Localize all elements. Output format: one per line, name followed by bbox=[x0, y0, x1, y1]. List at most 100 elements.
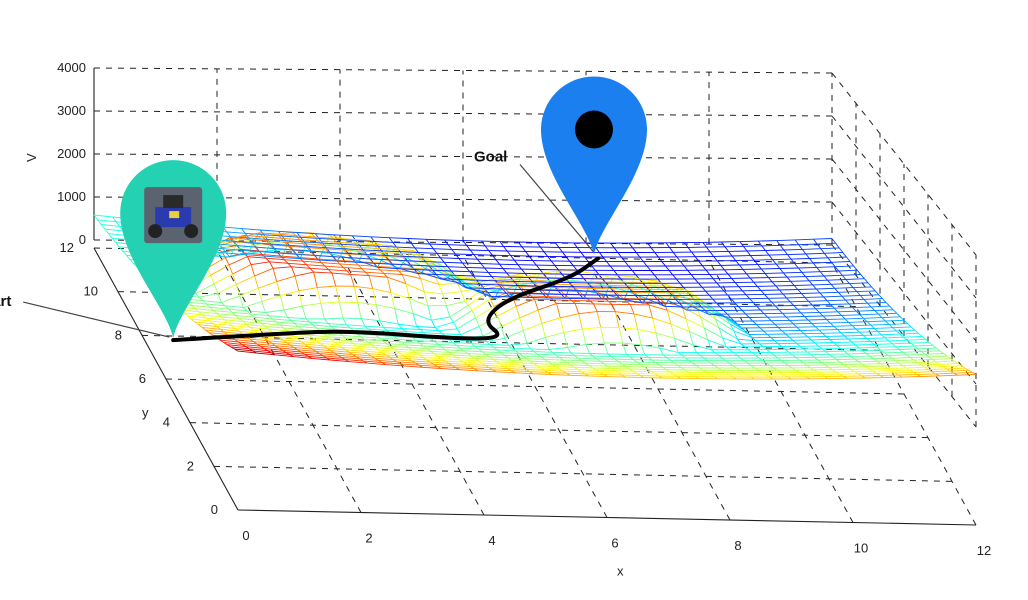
y-tick-label: 0 bbox=[211, 502, 218, 517]
mesh-line bbox=[788, 336, 794, 341]
mesh-line bbox=[291, 266, 311, 269]
mesh-line bbox=[496, 371, 515, 374]
mesh-line bbox=[837, 311, 842, 316]
mesh-line bbox=[404, 365, 423, 368]
mesh-line bbox=[798, 266, 817, 269]
mesh-line bbox=[504, 329, 524, 339]
mesh-line bbox=[783, 249, 788, 255]
mesh-line bbox=[458, 258, 478, 260]
mesh-line bbox=[324, 318, 329, 324]
mesh-line bbox=[906, 339, 912, 344]
mesh-line bbox=[451, 248, 471, 251]
mesh-line bbox=[597, 274, 602, 279]
mesh-line bbox=[436, 252, 456, 255]
mesh-line bbox=[302, 260, 322, 264]
mesh-line bbox=[213, 273, 233, 285]
mesh-line bbox=[865, 365, 885, 368]
mesh-line bbox=[232, 273, 237, 285]
mesh-line bbox=[891, 369, 910, 372]
mesh-line bbox=[750, 254, 770, 257]
mesh-line bbox=[625, 376, 644, 379]
mesh-line bbox=[360, 336, 380, 339]
mesh-line bbox=[278, 347, 298, 351]
mesh-line bbox=[852, 307, 857, 312]
mesh-line bbox=[241, 249, 260, 253]
mesh-line bbox=[716, 282, 721, 288]
mesh-line bbox=[675, 299, 680, 304]
mesh-line bbox=[265, 257, 285, 261]
mesh-line bbox=[397, 350, 416, 354]
mesh-line bbox=[851, 355, 870, 358]
mesh-line bbox=[447, 275, 452, 278]
mesh-line bbox=[616, 274, 621, 280]
mesh-line bbox=[528, 277, 533, 283]
mesh-line bbox=[435, 277, 440, 285]
mesh-line bbox=[327, 347, 346, 351]
mesh-line bbox=[283, 309, 288, 318]
mesh-line bbox=[371, 344, 391, 347]
mesh-line bbox=[442, 293, 447, 306]
mesh-line bbox=[796, 342, 801, 347]
mesh-line bbox=[667, 300, 687, 311]
mesh-line bbox=[790, 280, 810, 282]
mesh-line bbox=[760, 290, 765, 295]
mesh-line bbox=[476, 290, 496, 299]
robot-photo-icon bbox=[144, 187, 203, 244]
mesh-line bbox=[877, 331, 882, 336]
mesh-line bbox=[414, 247, 419, 253]
mesh-line bbox=[442, 333, 461, 336]
mesh-line bbox=[652, 317, 672, 325]
mesh-line bbox=[917, 361, 936, 364]
mesh-line bbox=[343, 266, 362, 270]
mesh-line bbox=[782, 293, 802, 295]
mesh-line bbox=[797, 308, 802, 314]
mesh-line bbox=[913, 358, 933, 361]
mesh-line bbox=[255, 232, 260, 239]
mesh-line bbox=[921, 350, 941, 353]
mesh-line bbox=[206, 303, 226, 307]
mesh-line bbox=[434, 321, 454, 328]
mesh-line bbox=[322, 251, 341, 257]
mesh-line bbox=[255, 246, 275, 249]
mesh-line bbox=[816, 266, 836, 268]
mesh-line bbox=[858, 346, 878, 349]
mesh-line bbox=[433, 363, 453, 366]
mesh-line bbox=[737, 338, 742, 345]
goal-marker-pin bbox=[541, 76, 647, 255]
mesh-line bbox=[552, 351, 572, 354]
mesh-line bbox=[318, 259, 338, 262]
mesh-line bbox=[555, 366, 575, 368]
mesh-line bbox=[537, 309, 543, 324]
mesh-line bbox=[237, 245, 257, 248]
mesh-line bbox=[321, 262, 340, 265]
z-axis-label: V bbox=[24, 153, 39, 162]
mesh-line bbox=[300, 258, 319, 261]
mesh-line bbox=[852, 306, 872, 309]
mesh-line bbox=[441, 346, 461, 349]
mesh-line bbox=[321, 244, 326, 250]
mesh-line bbox=[666, 310, 672, 325]
mesh-line bbox=[341, 243, 360, 246]
mesh-line bbox=[716, 260, 722, 266]
mesh-line bbox=[599, 252, 604, 258]
mesh-line bbox=[245, 346, 265, 349]
mesh-line bbox=[907, 338, 926, 341]
mesh-line bbox=[572, 265, 578, 271]
mesh-line bbox=[511, 370, 530, 373]
mesh-line bbox=[471, 310, 477, 318]
mesh-line bbox=[782, 312, 787, 318]
mesh-line bbox=[385, 364, 405, 367]
mesh-line bbox=[387, 276, 407, 285]
mesh-line bbox=[574, 355, 594, 357]
y-tick-label: 10 bbox=[84, 284, 98, 299]
mesh-line bbox=[276, 275, 296, 283]
mesh-line bbox=[730, 298, 736, 304]
mesh-line bbox=[303, 243, 322, 246]
mesh-line bbox=[404, 344, 424, 347]
mesh-line bbox=[921, 351, 926, 355]
grid-line bbox=[831, 201, 977, 385]
mesh-line bbox=[432, 270, 437, 275]
mesh-line bbox=[347, 253, 352, 259]
mesh-line bbox=[618, 327, 624, 344]
mesh-line bbox=[332, 272, 351, 275]
